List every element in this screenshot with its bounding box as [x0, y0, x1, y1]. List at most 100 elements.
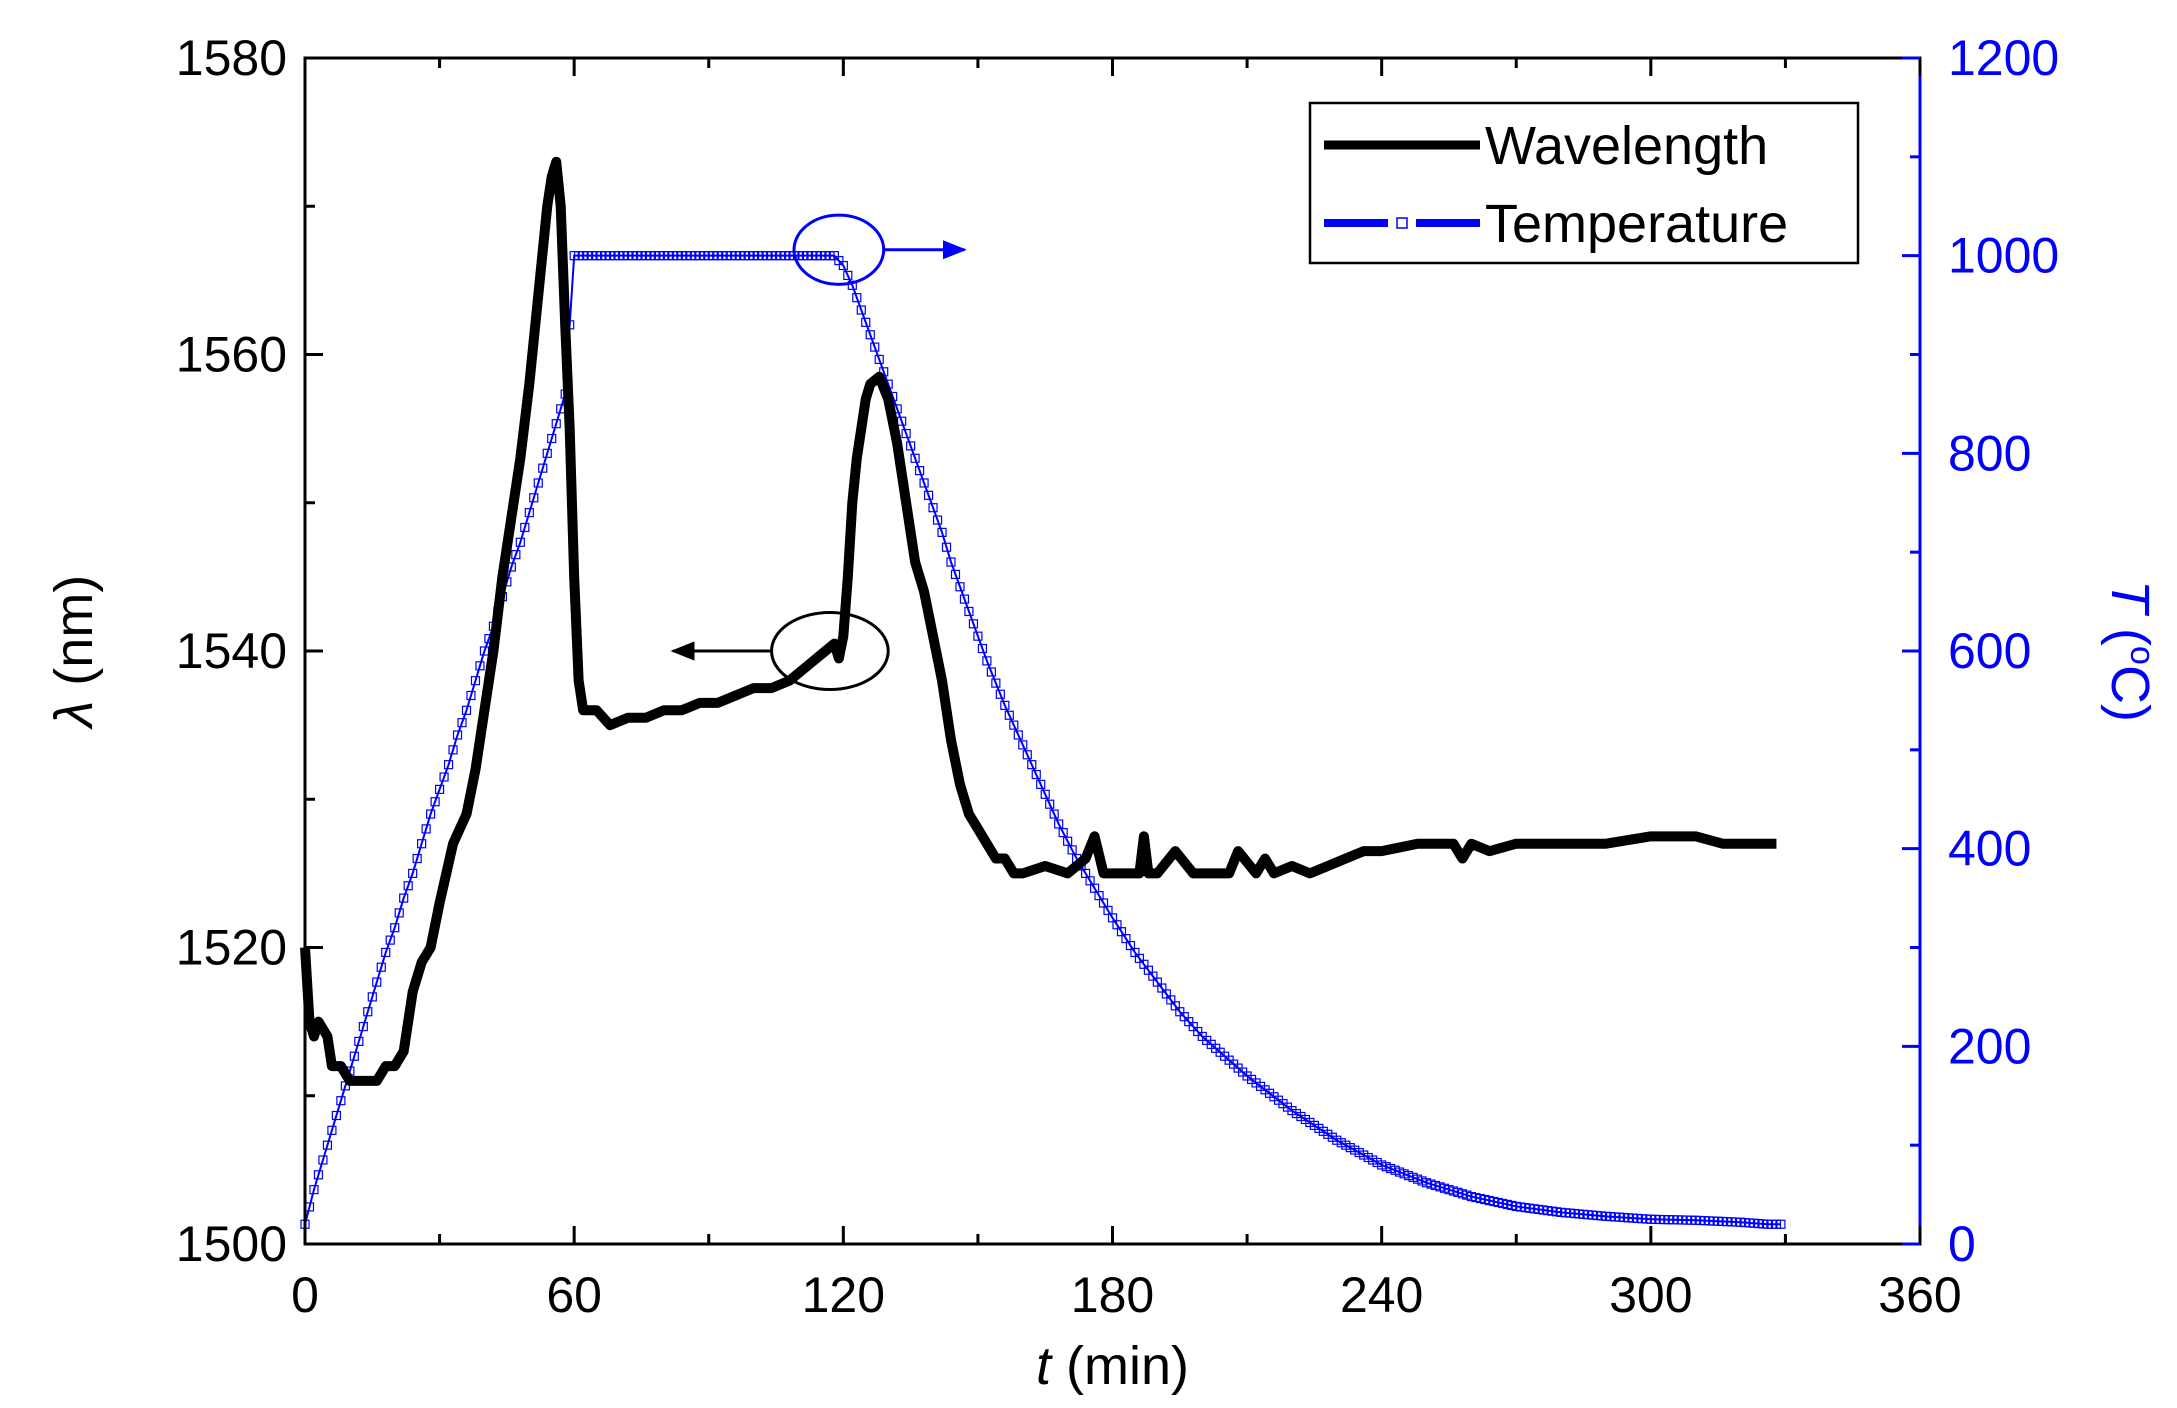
- x-tick-label: 360: [1878, 1267, 1961, 1323]
- temperature-point: [1027, 760, 1037, 770]
- right-y-tick-label: 1000: [1948, 228, 2059, 284]
- temperature-point: [1000, 700, 1010, 710]
- temperature-point: [408, 868, 418, 878]
- temperature-point: [919, 478, 929, 488]
- temperature-point: [1031, 769, 1041, 780]
- temperature-point: [385, 935, 395, 945]
- temperature-point: [861, 317, 871, 327]
- temperature-point: [515, 537, 525, 547]
- temperature-point: [336, 1096, 346, 1106]
- temperature-point: [318, 1155, 328, 1165]
- temperature-point: [910, 453, 920, 463]
- temperature-point: [358, 1021, 368, 1032]
- temperature-point: [843, 270, 853, 281]
- temperature-point: [1009, 720, 1019, 730]
- temperature-point: [520, 522, 530, 533]
- temperature-point: [426, 809, 436, 819]
- temperature-point: [381, 947, 391, 958]
- temperature-point: [452, 730, 463, 740]
- temperature-point: [313, 1170, 324, 1180]
- x-axis-unit: (min): [1051, 1336, 1189, 1396]
- temperature-point: [547, 433, 557, 444]
- temperature-point: [959, 594, 970, 604]
- right-y-tick-label: 600: [1948, 623, 2031, 679]
- temperature-point: [1018, 740, 1028, 750]
- temperature-point: [448, 745, 458, 755]
- x-tick-label: 240: [1340, 1267, 1423, 1323]
- temperature-point: [367, 992, 377, 1002]
- temperature-point: [470, 676, 481, 686]
- temperature-point: [1058, 828, 1068, 838]
- temperature-point: [551, 419, 561, 429]
- temperature-point: [973, 631, 983, 641]
- temperature-point: [524, 508, 534, 518]
- temperature-point: [461, 705, 472, 715]
- temperature-point: [1022, 750, 1032, 760]
- temperature-point: [1776, 1219, 1786, 1229]
- temperature-point: [856, 305, 866, 315]
- temperature-point: [529, 493, 539, 503]
- temperature-point: [327, 1125, 337, 1135]
- x-tick-label: 0: [291, 1267, 319, 1323]
- temperature-point: [403, 881, 413, 891]
- temperature-point: [1040, 789, 1050, 799]
- temperature-point: [932, 515, 943, 525]
- right-y-axis-title: T (oC): [2100, 580, 2161, 722]
- temperature-point: [363, 1007, 373, 1017]
- temperature-point: [1049, 809, 1059, 819]
- right-y-tick-label: 400: [1948, 821, 2031, 877]
- right-y-axis-unit-end: C): [2100, 665, 2160, 722]
- temperature-point: [533, 478, 543, 488]
- temperature-point: [838, 260, 848, 271]
- temperature-point: [376, 962, 386, 972]
- x-axis-var: t: [1036, 1336, 1053, 1396]
- legend-swatch-temperature-marker: [1396, 217, 1408, 229]
- temperature-point: [937, 527, 947, 538]
- temperature-point: [1045, 799, 1055, 809]
- temperature-point: [434, 784, 445, 794]
- temperature-point: [870, 342, 880, 352]
- legend-label-wavelength: Wavelength: [1485, 116, 1768, 176]
- temperature-point: [923, 490, 934, 500]
- temperature-point: [950, 569, 961, 580]
- temperature-point: [417, 839, 427, 849]
- temperature-point: [390, 923, 400, 933]
- temperature-point: [412, 853, 422, 864]
- temperature-point: [968, 619, 979, 629]
- right-y-tick-label: 800: [1948, 425, 2031, 481]
- temperature-point: [399, 893, 409, 903]
- right-y-axis-unit: (: [2100, 613, 2160, 646]
- temperature-point: [955, 582, 965, 592]
- plot-series-layer: [300, 156, 1786, 1229]
- temperature-point: [439, 772, 449, 782]
- annotation-ellipse-right: [792, 213, 886, 286]
- temperature-point: [538, 463, 548, 473]
- annotation-layer: [670, 213, 967, 692]
- left-y-tick-label: 1580: [176, 30, 287, 86]
- temperature-point: [941, 542, 952, 552]
- left-y-axis-title: λ (nm): [44, 575, 104, 731]
- temperature-point: [1054, 819, 1064, 829]
- left-y-tick-label: 1500: [176, 1216, 287, 1272]
- left-y-tick-label: 1540: [176, 623, 287, 679]
- temperature-point: [331, 1110, 342, 1121]
- temperature-point: [977, 643, 988, 654]
- left-y-tick-label: 1520: [176, 920, 287, 976]
- temperature-point: [1036, 779, 1046, 790]
- temperature-point: [1004, 710, 1014, 720]
- temperature-point: [852, 293, 862, 303]
- x-tick-label: 300: [1609, 1267, 1692, 1323]
- temperature-point: [511, 550, 521, 560]
- temperature-point: [457, 718, 467, 728]
- temperature-point: [1067, 845, 1077, 855]
- temperature-point: [421, 824, 431, 834]
- left-y-tick-label: 1560: [176, 327, 287, 383]
- temperature-point: [1063, 836, 1073, 846]
- temperature-point: [354, 1036, 364, 1046]
- temperature-point: [466, 690, 476, 701]
- temperature-point: [914, 466, 925, 476]
- temperature-point: [991, 678, 1001, 688]
- temperature-point: [475, 661, 485, 671]
- x-tick-label: 180: [1071, 1267, 1154, 1323]
